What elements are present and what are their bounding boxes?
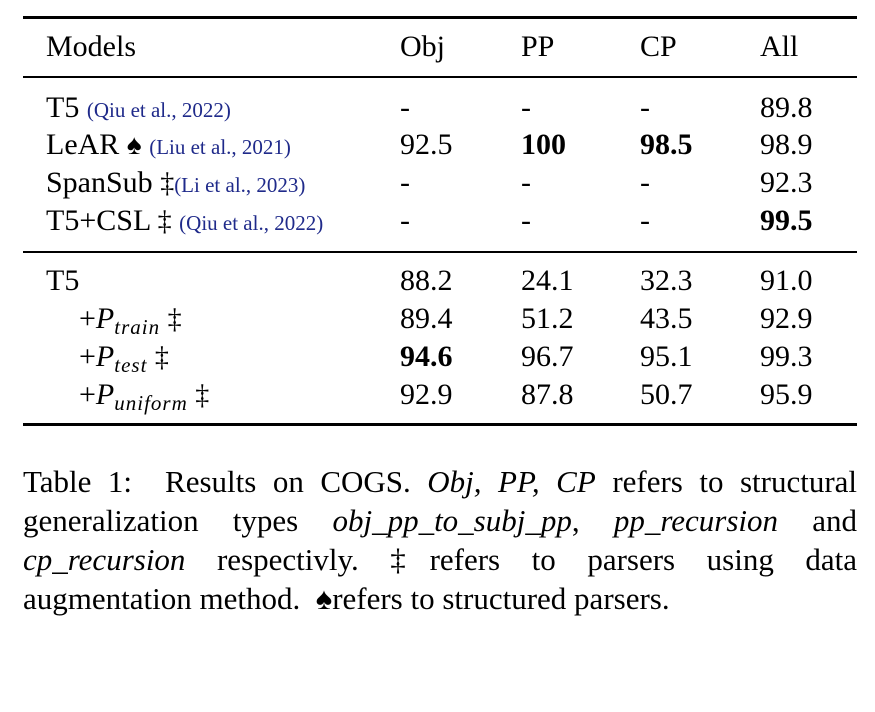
double-dagger-icon: ‡	[167, 304, 182, 335]
model-name: SpanSub ‡(Li et al., 2023)	[46, 166, 306, 199]
pp-value: 51.2	[521, 302, 574, 335]
citation: (Qiu et al., 2022)	[86, 98, 231, 122]
table-caption: Table 1: Results on COGS. Obj, PP, CP re…	[23, 464, 858, 616]
obj-value: 94.6	[400, 340, 453, 373]
header-obj: Obj	[400, 30, 445, 63]
table-group-rule	[23, 251, 857, 253]
all-value: 95.9	[760, 378, 813, 411]
all-value: 92.9	[760, 302, 813, 335]
obj-value: 92.5	[400, 128, 453, 161]
caption-label: Table 1:	[23, 464, 133, 499]
table-bottom-rule	[23, 423, 857, 426]
cp-value: 95.1	[640, 340, 693, 373]
all-value: 91.0	[760, 264, 813, 297]
pp-value: -	[521, 166, 531, 199]
model-name: +Ptest ‡	[79, 340, 169, 377]
pp-value: 24.1	[521, 264, 574, 297]
double-dagger-icon: ‡	[160, 168, 175, 199]
model-name: +Puniform ‡	[79, 378, 210, 415]
obj-value: 92.9	[400, 378, 453, 411]
cp-value: -	[640, 204, 650, 237]
cp-value: 32.3	[640, 264, 693, 297]
cp-value: -	[640, 91, 650, 124]
all-value: 99.3	[760, 340, 813, 373]
pp-value: -	[521, 91, 531, 124]
model-name: LeAR ♠ (Liu et al., 2021)	[46, 128, 291, 161]
pp-value: 87.8	[521, 378, 574, 411]
obj-value: 89.4	[400, 302, 453, 335]
model-name: T5	[46, 264, 80, 297]
double-dagger-icon: ‡	[154, 342, 169, 373]
obj-value: -	[400, 91, 410, 124]
citation: (Liu et al., 2021)	[149, 135, 291, 159]
cp-value: 50.7	[640, 378, 693, 411]
table-header-rule	[23, 76, 857, 78]
all-value: 89.8	[760, 91, 813, 124]
spade-icon: ♠	[126, 130, 142, 161]
header-cp: CP	[640, 30, 677, 63]
model-name: +Ptrain ‡	[79, 302, 182, 339]
model-name: T5+CSL ‡ (Qiu et al., 2022)	[46, 204, 324, 237]
pp-value: 96.7	[521, 340, 574, 373]
header-pp: PP	[521, 30, 555, 63]
model-name: T5 (Qiu et al., 2022)	[46, 91, 231, 124]
header-all: All	[760, 30, 799, 63]
all-value: 92.3	[760, 166, 813, 199]
pp-value: 100	[521, 128, 566, 161]
obj-value: -	[400, 204, 410, 237]
obj-value: 88.2	[400, 264, 453, 297]
citation: (Qiu et al., 2022)	[179, 211, 324, 235]
all-value: 99.5	[760, 204, 813, 237]
table-top-rule	[23, 16, 857, 19]
obj-value: -	[400, 166, 410, 199]
double-dagger-icon: ‡	[157, 206, 172, 237]
pp-value: -	[521, 204, 531, 237]
all-value: 98.9	[760, 128, 813, 161]
header-models: Models	[46, 30, 136, 63]
cp-value: 98.5	[640, 128, 693, 161]
double-dagger-icon: ‡	[195, 380, 210, 411]
cp-value: 43.5	[640, 302, 693, 335]
cp-value: -	[640, 166, 650, 199]
citation: (Li et al., 2023)	[174, 173, 306, 197]
